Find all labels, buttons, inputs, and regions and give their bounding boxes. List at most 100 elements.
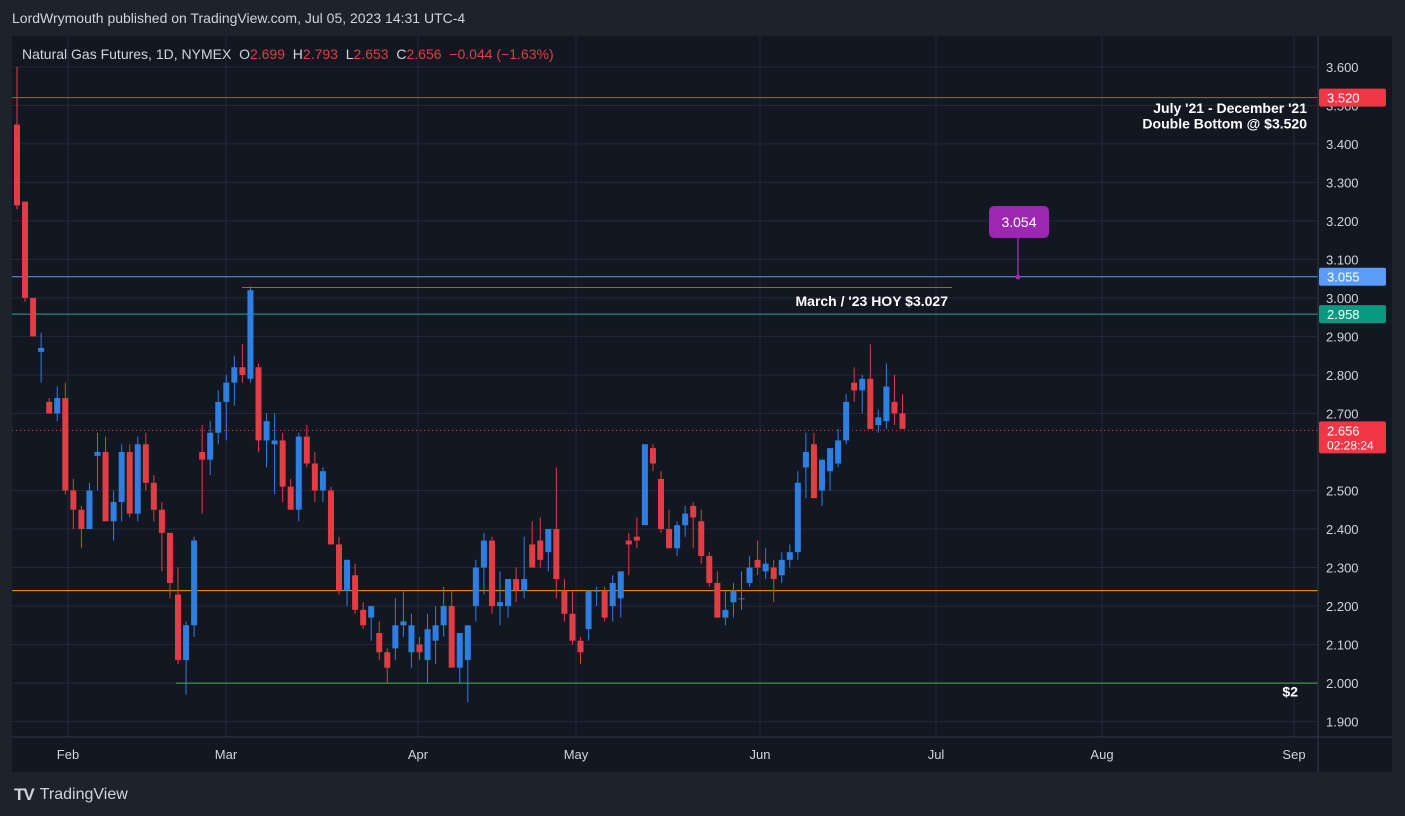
candle (279, 432, 286, 503)
candle-body (722, 609, 729, 618)
candle (666, 509, 673, 549)
candles (14, 66, 906, 703)
candle (658, 471, 664, 533)
two-dollar-annotation[interactable]: $2 (1282, 684, 1298, 700)
candle-body (150, 482, 157, 510)
candle (175, 567, 181, 664)
candle-body (690, 505, 697, 518)
price-callout[interactable]: 3.054 (989, 206, 1049, 280)
price-axis[interactable]: 3.6003.5003.4003.3003.2003.1003.0002.900… (1326, 60, 1359, 730)
double-bottom-annotation-line2[interactable]: Double Bottom @ $3.520 (1142, 116, 1307, 132)
brand[interactable]: TV TradingView (14, 785, 128, 805)
y-tick-label: 3.000 (1326, 291, 1359, 306)
y-tick-label: 2.500 (1326, 483, 1359, 498)
candle-body (537, 540, 544, 560)
candle-body (738, 598, 745, 600)
y-tick-label: 3.100 (1326, 252, 1359, 267)
candle (529, 521, 536, 568)
candle-body (62, 398, 69, 491)
candle (625, 532, 632, 576)
candle (448, 590, 455, 668)
candle-body (303, 436, 310, 464)
candle (54, 386, 61, 422)
candle-body (134, 444, 141, 514)
candle-body (166, 532, 173, 583)
candle (223, 374, 230, 441)
candle-body (682, 513, 689, 526)
candle-body (633, 536, 640, 541)
candle-body (247, 290, 254, 379)
legend-h-key: H (293, 46, 303, 62)
candle-body (191, 540, 198, 626)
candle-body (577, 640, 584, 653)
legend-l-key: L (346, 46, 354, 62)
candle-body (199, 451, 206, 460)
legend-high: 2.793 (303, 46, 346, 62)
candle-body (649, 448, 656, 464)
candle (360, 602, 367, 630)
candle-body (38, 347, 45, 352)
candle (835, 428, 842, 468)
candle-body (786, 552, 793, 560)
candle (424, 613, 431, 684)
y-tick-label: 1.900 (1326, 715, 1359, 730)
candle (126, 444, 133, 518)
hoy-annotation[interactable]: March / '23 HOY $3.027 (796, 293, 949, 309)
price-label: 2.958 (1327, 307, 1360, 322)
legend-change: −0.044 (−1.63%) (449, 46, 553, 62)
candle-body (843, 401, 850, 441)
candle (166, 532, 173, 599)
double-bottom-annotation-line1[interactable]: July '21 - December '21 (1153, 100, 1307, 116)
legend-close: 2.656 (407, 46, 450, 62)
y-tick-label: 2.000 (1326, 676, 1359, 691)
candle (601, 586, 608, 622)
candle (899, 394, 906, 429)
x-tick-label: May (564, 747, 589, 762)
candle-body (746, 567, 753, 583)
candle-body (698, 521, 705, 556)
candle-body (295, 436, 302, 510)
candle-body (432, 625, 439, 641)
candle (368, 606, 375, 641)
candle (38, 332, 45, 383)
candle (778, 552, 785, 583)
candle-body (794, 482, 801, 553)
candle (344, 559, 351, 607)
candle-body (819, 459, 825, 491)
candle (786, 544, 793, 568)
callout-box[interactable] (989, 206, 1049, 238)
candle-body (126, 451, 133, 514)
candle (867, 344, 874, 429)
legend-low: 2.653 (354, 46, 397, 62)
candle-body (899, 413, 906, 429)
candle-body (239, 367, 246, 375)
publisher-line: LordWrymouth published on TradingView.co… (12, 10, 466, 26)
candle-body (706, 555, 713, 583)
candle (802, 432, 809, 499)
x-tick-label: Jun (750, 747, 771, 762)
y-tick-label: 2.200 (1326, 599, 1359, 614)
candle (62, 382, 69, 495)
candle (14, 66, 20, 210)
candle (722, 590, 729, 626)
candle-body (827, 448, 834, 472)
candle-body (311, 463, 318, 491)
candle-body (215, 401, 222, 433)
candle (22, 201, 29, 302)
candle-body (488, 540, 495, 607)
candle (102, 436, 109, 522)
candle (319, 467, 326, 503)
candle-body (521, 579, 528, 591)
chart-pane[interactable] (12, 36, 1392, 772)
candle (883, 363, 890, 429)
price-label-box (1319, 88, 1386, 107)
candle (794, 471, 801, 560)
candle (142, 432, 149, 491)
candle-body (875, 417, 882, 426)
candle (754, 540, 761, 576)
candle-body (327, 490, 334, 545)
x-tick-label: Aug (1090, 747, 1113, 762)
candle (70, 478, 77, 530)
time-axis[interactable]: Feb Mar Apr May Jun Jul Aug Sep (57, 747, 1306, 762)
